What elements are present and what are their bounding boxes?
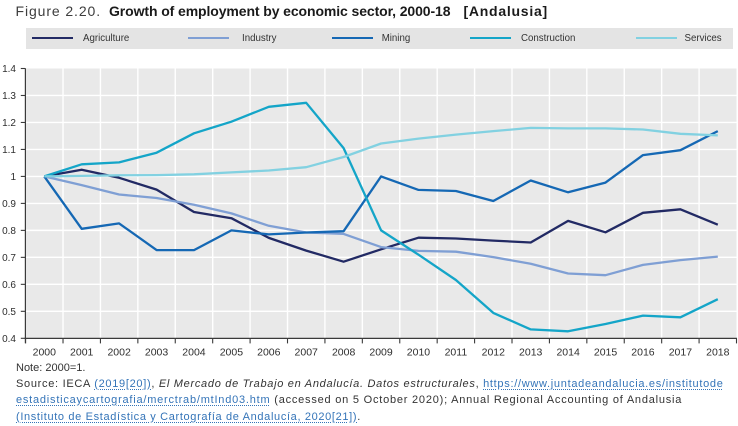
svg-text:2012: 2012 [482,347,506,359]
svg-text:2008: 2008 [332,347,356,359]
svg-text:2017: 2017 [669,347,693,359]
svg-text:0.9: 0.9 [2,199,16,210]
svg-text:1.4: 1.4 [2,64,16,75]
svg-text:2016: 2016 [631,347,655,359]
svg-text:2007: 2007 [295,347,319,359]
svg-text:0.6: 0.6 [2,280,16,291]
svg-text:2006: 2006 [257,347,281,359]
svg-text:0.5: 0.5 [2,307,16,318]
svg-text:2009: 2009 [369,347,393,359]
svg-text:2013: 2013 [519,347,543,359]
svg-text:2015: 2015 [594,347,618,359]
svg-text:2003: 2003 [145,347,169,359]
svg-text:2002: 2002 [107,347,131,359]
svg-text:2004: 2004 [182,347,206,359]
svg-text:1.3: 1.3 [2,91,16,102]
svg-text:2018: 2018 [706,347,730,359]
svg-text:1: 1 [10,172,16,183]
svg-text:1.1: 1.1 [2,145,16,156]
svg-text:0.4: 0.4 [2,334,16,345]
svg-text:2001: 2001 [70,347,94,359]
svg-text:2014: 2014 [556,347,580,359]
svg-text:1.2: 1.2 [2,118,16,129]
svg-text:2000: 2000 [33,347,57,359]
svg-text:2011: 2011 [445,347,468,359]
svg-text:2010: 2010 [407,347,431,359]
svg-text:0.8: 0.8 [2,226,16,237]
svg-text:0.7: 0.7 [2,253,16,264]
svg-text:2005: 2005 [220,347,244,359]
